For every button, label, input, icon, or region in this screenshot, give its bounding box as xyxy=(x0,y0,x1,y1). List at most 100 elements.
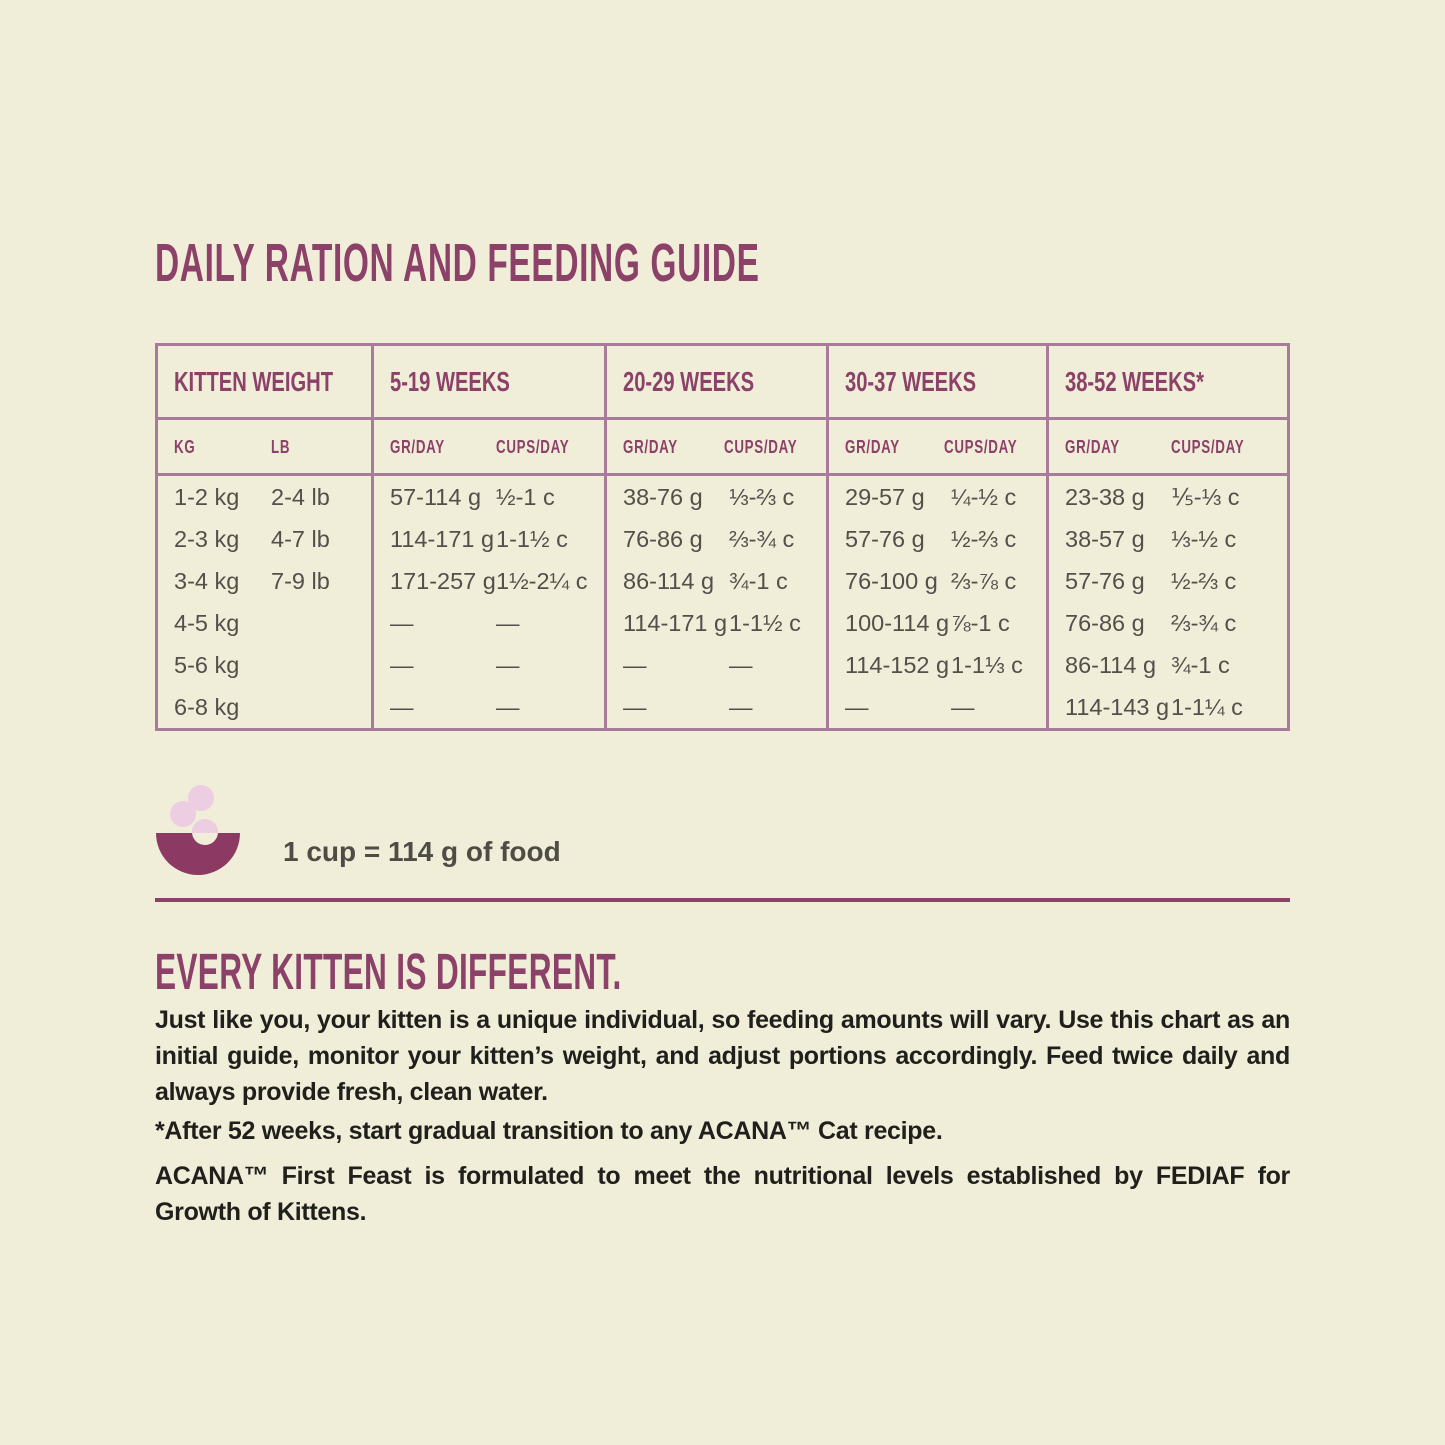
subheader-kg: KG xyxy=(174,436,271,458)
gr-day-value: 76-86 g xyxy=(623,525,703,552)
section-heading: EVERY KITTEN IS DIFFERENT. xyxy=(155,946,908,997)
table-row: 76-100 g ⅔-⅞ c xyxy=(826,560,1046,602)
intro-paragraph: Just like you, your kitten is a unique i… xyxy=(155,1006,1290,1106)
subheader-gr-day: GR/DAY xyxy=(1065,436,1171,458)
col-header-label: 30-37 WEEKS xyxy=(845,365,977,397)
subheader-gr-day: GR/DAY xyxy=(845,436,944,458)
table-row: 3-4 kg 7-9 lb xyxy=(158,560,371,602)
gr-day-value: 29-57 g xyxy=(845,483,925,510)
col-header-label: 20-29 WEEKS xyxy=(623,365,755,397)
lb-value: 2-4 lb xyxy=(271,483,330,510)
subheader-gr-day-text: GR/DAY xyxy=(390,435,445,457)
page-title-text: DAILY RATION AND FEEDING GUIDE xyxy=(155,233,760,293)
cups-day-value: — xyxy=(729,693,753,720)
kg-value: 2-3 kg xyxy=(174,525,240,552)
section-divider xyxy=(155,898,1290,902)
table-row: 6-8 kg xyxy=(158,686,371,728)
cups-day-value: ¾-1 c xyxy=(729,567,788,594)
subheader-cups-day-text: CUPS/DAY xyxy=(944,435,1018,457)
cups-day-value: — xyxy=(496,693,520,720)
subheader-gr-day-text: GR/DAY xyxy=(623,435,678,457)
footnote-transition: *After 52 weeks, start gradual transitio… xyxy=(155,1117,943,1145)
subheader-kg-text: KG xyxy=(174,435,196,457)
cups-day-value: ¼-½ c xyxy=(951,483,1017,510)
table-row: — — xyxy=(371,602,604,644)
cups-day-value: ⅓-⅔ c xyxy=(729,483,795,510)
gr-day-value: 76-86 g xyxy=(1065,609,1145,636)
gr-day-value: — xyxy=(845,693,869,720)
food-bowl-with-kibble-icon xyxy=(156,785,240,875)
cups-day-value: ½-1 c xyxy=(496,483,555,510)
col-header-38-52-weeks: 38-52 WEEKS* xyxy=(1046,346,1287,420)
subheader-lb: LB xyxy=(271,436,298,458)
table-row: 86-114 g ¾-1 c xyxy=(1046,644,1287,686)
cups-day-value: ½-⅔ c xyxy=(951,525,1017,552)
subheader-gr-day-text: GR/DAY xyxy=(845,435,900,457)
table-row: 2-3 kg 4-7 lb xyxy=(158,518,371,560)
cups-day-value: 1-1¼ c xyxy=(1171,693,1243,720)
kg-value: 4-5 kg xyxy=(174,609,240,636)
table-row: 86-114 g ¾-1 c xyxy=(604,560,826,602)
cups-day-value: 1-1½ c xyxy=(496,525,568,552)
kg-value: 5-6 kg xyxy=(174,651,240,678)
subheader-cups-day: CUPS/DAY xyxy=(1171,436,1273,458)
table-row: 1-2 kg 2-4 lb xyxy=(158,476,371,518)
table-row: — — xyxy=(371,686,604,728)
subheader-cups-day: CUPS/DAY xyxy=(944,436,1046,458)
table-row: 38-57 g ⅓-½ c xyxy=(1046,518,1287,560)
gr-day-value: 86-114 g xyxy=(623,567,715,594)
table-row: 114-171 g 1-1½ c xyxy=(371,518,604,560)
col-header-5-19-weeks: 5-19 WEEKS xyxy=(371,346,604,420)
cups-day-value: 1½-2¼ c xyxy=(496,567,588,594)
col-header-30-37-weeks: 30-37 WEEKS xyxy=(826,346,1046,420)
cups-day-value: — xyxy=(496,651,520,678)
gr-day-value: 38-57 g xyxy=(1065,525,1145,552)
gr-day-value: — xyxy=(390,609,414,636)
footnote-fediaf: ACANA™ First Feast is formulated to meet… xyxy=(155,1162,1290,1226)
col-header-label: 38-52 WEEKS* xyxy=(1065,365,1204,397)
table-row: 76-86 g ⅔-¾ c xyxy=(1046,602,1287,644)
cups-day-value: ¾-1 c xyxy=(1171,651,1230,678)
page-title: DAILY RATION AND FEEDING GUIDE xyxy=(155,236,1130,290)
gr-day-value: — xyxy=(623,651,647,678)
table-row: 114-152 g 1-1⅓ c xyxy=(826,644,1046,686)
cups-day-value: ⅔-¾ c xyxy=(1171,609,1237,636)
gr-day-value: 38-76 g xyxy=(623,483,703,510)
table-row: 29-57 g ¼-½ c xyxy=(826,476,1046,518)
table-row: — — xyxy=(371,644,604,686)
subheader-cups-day-text: CUPS/DAY xyxy=(1171,435,1245,457)
cups-day-value: ⅔-¾ c xyxy=(729,525,795,552)
table-row: 38-76 g ⅓-⅔ c xyxy=(604,476,826,518)
table-row: 23-38 g ⅕-⅓ c xyxy=(1046,476,1287,518)
table-row: 4-5 kg xyxy=(158,602,371,644)
cups-day-value: ⅓-½ c xyxy=(1171,525,1237,552)
subheader-20-29: GR/DAY CUPS/DAY xyxy=(604,420,826,476)
gr-day-value: 114-152 g xyxy=(845,651,950,678)
lb-value: 4-7 lb xyxy=(271,525,330,552)
table-row: 114-171 g 1-1½ c xyxy=(604,602,826,644)
subheader-cups-day-text: CUPS/DAY xyxy=(724,435,798,457)
subheader-lb-text: LB xyxy=(271,435,291,457)
table-row: 57-76 g ½-⅔ c xyxy=(1046,560,1287,602)
gr-day-value: 57-114 g xyxy=(390,483,482,510)
feeding-table: KITTEN WEIGHT 5-19 WEEKS 20-29 WEEKS 30-… xyxy=(155,343,1290,731)
cups-day-value: ⅔-⅞ c xyxy=(951,567,1017,594)
subheader-38-52: GR/DAY CUPS/DAY xyxy=(1046,420,1287,476)
subheader-cups-day-text: CUPS/DAY xyxy=(496,435,570,457)
cups-day-value: ⅞-1 c xyxy=(951,609,1010,636)
kg-value: 6-8 kg xyxy=(174,693,240,720)
gr-day-value: 23-38 g xyxy=(1065,483,1145,510)
cups-day-value: — xyxy=(951,693,975,720)
gr-day-value: — xyxy=(390,651,414,678)
gr-day-value: 86-114 g xyxy=(1065,651,1157,678)
gr-day-value: 57-76 g xyxy=(845,525,925,552)
table-row: — — xyxy=(604,644,826,686)
subheader-gr-day: GR/DAY xyxy=(623,436,724,458)
gr-day-value: 114-171 g xyxy=(390,525,495,552)
gr-day-value: 57-76 g xyxy=(1065,567,1145,594)
cups-day-value: — xyxy=(496,609,520,636)
gr-day-value: 114-171 g xyxy=(623,609,728,636)
table-row: 5-6 kg xyxy=(158,644,371,686)
cups-day-value: ⅕-⅓ c xyxy=(1171,484,1240,510)
